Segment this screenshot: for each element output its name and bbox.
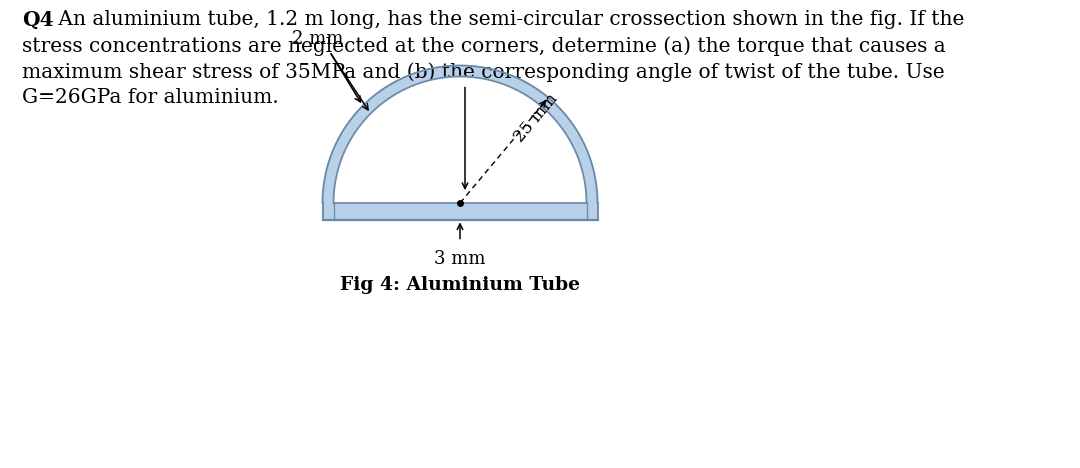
Text: 25 mm: 25 mm	[512, 90, 562, 146]
Text: An aluminium tube, 1.2 m long, has the semi-circular crossection shown in the fi: An aluminium tube, 1.2 m long, has the s…	[52, 10, 964, 29]
Text: 2 mm: 2 mm	[292, 29, 343, 47]
Text: 3 mm: 3 mm	[434, 249, 486, 268]
Text: Fig 4: Aluminium Tube: Fig 4: Aluminium Tube	[340, 276, 580, 293]
Text: maximum shear stress of 35MPa and (b) the corresponding angle of twist of the tu: maximum shear stress of 35MPa and (b) th…	[22, 62, 945, 81]
Polygon shape	[334, 76, 586, 203]
Text: G=26GPa for aluminium.: G=26GPa for aluminium.	[22, 88, 279, 107]
Text: stress concentrations are neglected at the corners, determine (a) the torque tha: stress concentrations are neglected at t…	[22, 36, 946, 56]
Text: Q4: Q4	[22, 10, 54, 30]
Polygon shape	[323, 66, 597, 219]
